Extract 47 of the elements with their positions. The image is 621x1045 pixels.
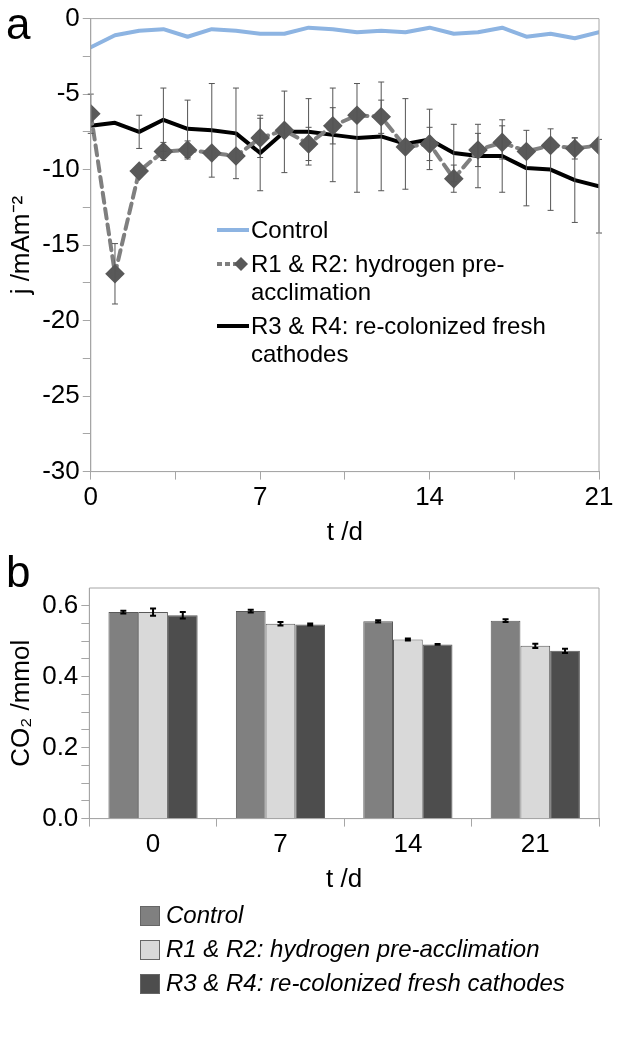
legend-label: R3 & R4: re-colonized fresh cathodes [166, 969, 565, 997]
y-tick-label: 0.4 [42, 659, 79, 690]
point [493, 133, 512, 152]
chart-title: b [6, 547, 31, 596]
y-axis-title: j /mAm⁻² [4, 195, 35, 296]
y-tick-label: -30 [42, 454, 80, 485]
y-tick-label: -20 [42, 303, 80, 334]
x-axis-title: t /d [326, 515, 363, 546]
point [541, 136, 560, 155]
legend-label: Control [166, 901, 244, 929]
legend-label: R1 & R2: hydrogen pre-acclimation [251, 250, 506, 306]
y-tick-label: 0.2 [42, 730, 79, 761]
y-tick-label: 0.0 [42, 801, 79, 832]
point [299, 134, 318, 153]
legend-label: R1 & R2: hydrogen pre-acclimation [166, 935, 540, 963]
x-tick-label: 14 [415, 481, 445, 512]
x-tick-label: 0 [83, 481, 99, 512]
x-tick-label: 21 [584, 481, 614, 512]
x-axis-title: t /d [326, 862, 363, 893]
y-tick-label: -10 [42, 152, 80, 183]
y-tick-label: -5 [56, 77, 80, 108]
point [347, 106, 366, 125]
x-tick-label: 14 [393, 828, 423, 859]
y-tick-label: -15 [42, 228, 80, 259]
x-tick-label: 21 [520, 828, 550, 859]
point [420, 134, 439, 153]
point [130, 162, 149, 181]
chart-title: a [6, 0, 31, 48]
x-tick-label: 7 [252, 481, 268, 512]
legend-label: R3 & R4: re-colonized fresh cathodes [251, 312, 547, 368]
point [372, 107, 391, 126]
point [517, 142, 536, 161]
y-axis-title: CO₂ /mmol [4, 639, 35, 767]
y-tick-label: 0.6 [42, 588, 79, 619]
y-tick-label: -25 [42, 379, 80, 410]
legend-label: Control [251, 216, 329, 244]
point [154, 142, 173, 161]
point [444, 169, 463, 188]
point [202, 143, 221, 162]
x-tick-label: 7 [273, 828, 288, 859]
point [323, 116, 342, 135]
y-tick-label: 0 [65, 1, 80, 32]
x-tick-label: 0 [145, 828, 161, 859]
point [396, 137, 415, 156]
point [251, 128, 270, 147]
point [275, 121, 294, 140]
point [105, 264, 124, 283]
